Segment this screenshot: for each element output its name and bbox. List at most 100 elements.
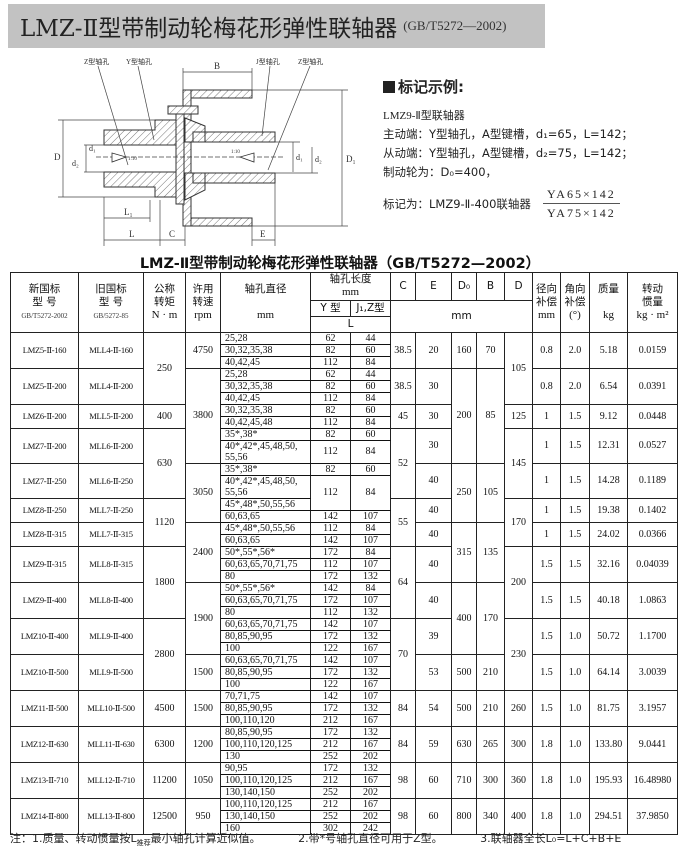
- cell-angular: 2.0: [560, 332, 590, 369]
- header-d: D: [504, 272, 533, 301]
- label-j-bore: J型轴孔: [256, 57, 280, 66]
- cell-b: 105: [476, 463, 505, 523]
- fraction-denominator: YA75×142: [546, 206, 616, 220]
- cell-angular: 1.5: [560, 404, 590, 429]
- note-1: 注：1.质量、转动惯量按L推荐最小轴孔计算近似值。: [10, 832, 261, 848]
- header-j-type: J₁,Z型: [350, 300, 391, 317]
- cell-bore-diameter: 40*,42*,45,48,50, 55,56: [220, 475, 311, 499]
- cell-length-j-type: 167: [350, 642, 391, 655]
- cell-length-y-type: 172: [310, 666, 351, 679]
- cell-length-j-type: 84: [350, 475, 391, 511]
- cell-bore-diameter: 80,85,90,95: [220, 666, 311, 679]
- cell-inertia: 37.9850: [627, 798, 678, 835]
- cell-length-j-type: 107: [350, 510, 391, 523]
- cell-torque: 630: [143, 428, 186, 499]
- cell-length-y-type: 142: [310, 654, 351, 667]
- cell-new: LMZ5-Ⅱ-200: [10, 368, 79, 405]
- cell-bore-diameter: 80: [220, 570, 311, 583]
- cell-new: LMZ11-Ⅱ-500: [10, 690, 79, 727]
- cell-length-y-type: 212: [310, 738, 351, 751]
- header-e: E: [415, 272, 452, 301]
- cell-e: 60: [415, 798, 452, 835]
- fraction-numerator: YA65×142: [542, 187, 620, 204]
- cell-d: 105: [504, 332, 533, 405]
- cell-length-y-type: 112: [310, 606, 351, 619]
- cell-inertia: 0.0391: [627, 368, 678, 405]
- cell-e: 30: [415, 368, 452, 405]
- cell-old: MLL6-Ⅱ-250: [78, 463, 144, 499]
- cell-bore-diameter: 30,32,35,38: [220, 380, 311, 393]
- table-row: LMZ8-Ⅱ-250 MLL7-Ⅱ-250 1120 45*,48*,50,55,56…: [10, 498, 678, 547]
- cell-length-j-type: 44: [350, 332, 391, 345]
- cell-length-j-type: 132: [350, 570, 391, 583]
- cell-mass: 195.93: [589, 762, 628, 799]
- cell-c: 64: [390, 546, 416, 619]
- cell-torque: 250: [143, 332, 186, 405]
- cell-length-j-type: 84: [350, 356, 391, 369]
- cell-e: 53: [415, 654, 452, 691]
- cell-bore-diameter: 130: [220, 750, 311, 763]
- cell-d: 230: [504, 618, 533, 691]
- cell-torque: 6300: [143, 726, 186, 763]
- cell-length-j-type: 84: [350, 546, 391, 559]
- cell-length-j-type: 167: [350, 678, 391, 691]
- example-mark-fraction: YA65×142 YA75×142: [542, 187, 620, 221]
- cell-c: 98: [390, 798, 416, 835]
- cell-angular: 1.5: [560, 546, 590, 583]
- cell-c: 70: [390, 618, 416, 691]
- cell-radial: 0.8: [532, 332, 561, 369]
- cell-b: 340: [476, 798, 505, 835]
- cell-length-j-type: 132: [350, 702, 391, 715]
- cell-mass: 133.80: [589, 726, 628, 763]
- table-row: 60,63,65 142 107: [11, 534, 678, 547]
- label-l1: L₁: [124, 207, 133, 217]
- table-title: LMZ-Ⅱ型带制动轮梅花形弹性联轴器（GB/T5272—2002）: [139, 256, 541, 272]
- label-y-bore: Y型轴孔: [126, 57, 152, 66]
- cell-angular: 1.0: [560, 618, 590, 655]
- cell-old: MLL6-Ⅱ-200: [78, 428, 144, 464]
- cell-d0: 315: [451, 522, 477, 583]
- cell-angular: 1.5: [560, 498, 590, 523]
- cell-bore-diameter: 40,42,45: [220, 392, 311, 405]
- cell-torque: 400: [143, 404, 186, 429]
- cell-length-j-type: 167: [350, 774, 391, 787]
- example-heading: 标记示例:: [383, 76, 673, 97]
- cell-e: 59: [415, 726, 452, 763]
- header-torque: 公称 转矩 N · m: [143, 272, 186, 333]
- cell-length-j-type: 60: [350, 344, 391, 357]
- table-row: 100 122 167: [11, 678, 678, 691]
- cell-inertia: 3.1957: [627, 690, 678, 727]
- cell-bore-diameter: 80: [220, 606, 311, 619]
- cell-old: MLL10-Ⅱ-500: [78, 690, 144, 727]
- cell-old: MLL4-Ⅱ-200: [78, 368, 144, 405]
- cell-length-j-type: 107: [350, 654, 391, 667]
- table-row: LMZ10-Ⅱ-400 MLL9-Ⅱ-400 2800 60,63,65,70,71,…: [10, 618, 678, 691]
- table-row: 100 122 167: [11, 642, 678, 655]
- cell-bore-diameter: 60,63,65: [220, 510, 311, 523]
- cell-bore-diameter: 100: [220, 678, 311, 691]
- cell-d0: 500: [451, 654, 477, 691]
- cell-e: 40: [415, 522, 452, 547]
- cell-e: 40: [415, 546, 452, 583]
- cell-bore-diameter: 130,140,150: [220, 786, 311, 799]
- cell-length-j-type: 107: [350, 594, 391, 607]
- cell-d: 200: [504, 546, 533, 619]
- cell-length-y-type: 252: [310, 786, 351, 799]
- cell-length-y-type: 142: [310, 618, 351, 631]
- cell-old: MLL11-Ⅱ-630: [78, 726, 144, 763]
- cell-inertia: 0.1402: [627, 498, 678, 523]
- label-d1-left: d₁: [89, 144, 96, 153]
- cell-d0: 630: [451, 726, 477, 763]
- cell-new: LMZ7-Ⅱ-200: [10, 428, 79, 464]
- cell-radial: 1: [532, 522, 561, 547]
- cell-radial: 1.8: [532, 762, 561, 799]
- cell-length-y-type: 172: [310, 546, 351, 559]
- cell-length-y-type: 112: [310, 475, 351, 511]
- label-c: C: [169, 229, 175, 239]
- cell-c: 52: [390, 428, 416, 499]
- cell-angular: 1.0: [560, 654, 590, 691]
- cell-length-y-type: 212: [310, 714, 351, 727]
- cell-speed: 3800: [185, 368, 221, 464]
- cell-torque: 12500: [143, 798, 186, 835]
- cell-angular: 1.5: [560, 463, 590, 499]
